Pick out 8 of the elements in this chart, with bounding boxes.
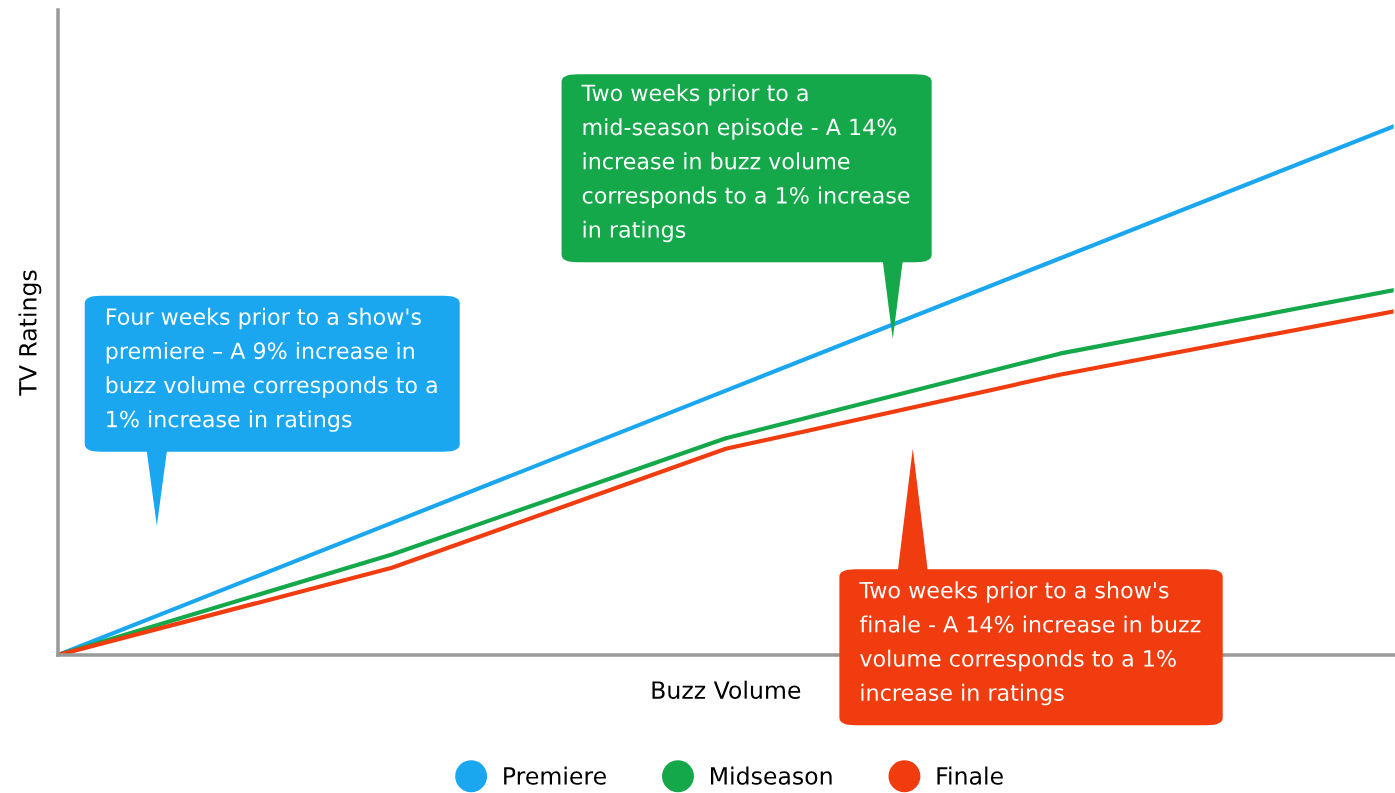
- legend-label: Midseason: [710, 766, 832, 785]
- legend-label: Finale: [937, 766, 1003, 785]
- y-axis-title: TV Ratings: [18, 270, 42, 396]
- annotation: Two weeks prior to a show's finale - A 14% increase in buzz volume corresponds to a 1% increase in ratings: [859, 581, 1201, 706]
- annotation: Two weeks prior to a mid-season episode - A 14% increase in buzz volume corresponds to a 1% increase in ratings: [581, 84, 910, 243]
- x-axis-title: Buzz Volume: [652, 680, 801, 699]
- legend-label: Premiere: [504, 766, 606, 785]
- annotation: Four weeks prior to a show's premiere – A 9% increase in buzz volume corresponds to a 1% increase in ratings: [106, 307, 437, 432]
